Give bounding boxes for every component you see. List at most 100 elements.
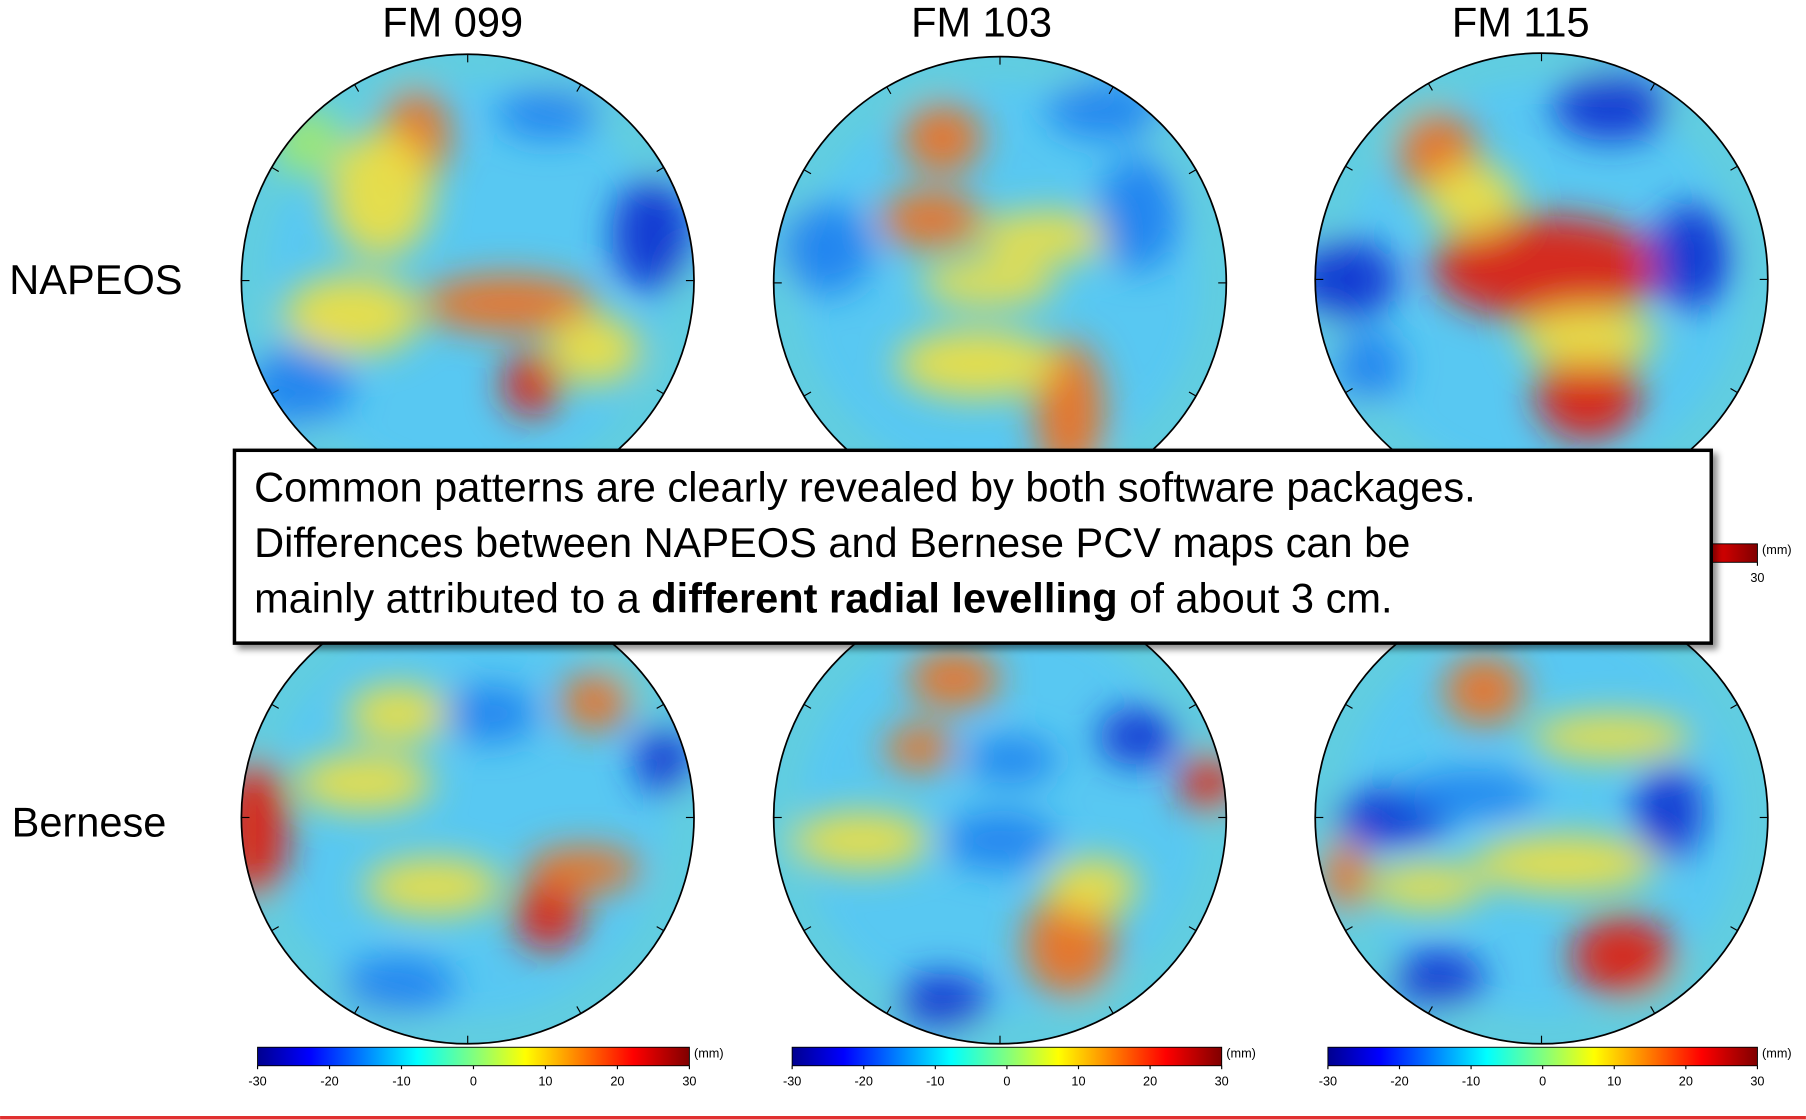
colorbar-tick-label: 30 xyxy=(1750,1074,1764,1088)
azimuth-tick xyxy=(271,926,279,932)
colorbar-tick-label: 0 xyxy=(470,1074,477,1088)
map-blob xyxy=(896,329,1058,399)
azimuth-tick xyxy=(354,84,360,92)
pcv-map xyxy=(773,56,1227,510)
map-blob xyxy=(976,211,1116,263)
map-blob xyxy=(1023,892,1116,997)
azimuth-tick xyxy=(271,389,279,395)
map-blob xyxy=(635,725,693,795)
map-blob xyxy=(1633,765,1704,858)
colorbar-tick-label: -10 xyxy=(1462,1074,1480,1088)
map-blob xyxy=(896,973,989,1032)
map-blob xyxy=(901,103,983,174)
pcv-map xyxy=(1315,53,1768,506)
azimuth-tick xyxy=(1730,388,1738,394)
colorbar-tick-label: 10 xyxy=(1071,1074,1085,1088)
callout-text: mainly attributed to a xyxy=(254,575,651,622)
azimuth-tick xyxy=(656,703,664,709)
pcv-map xyxy=(1315,591,1768,1044)
azimuth-tick xyxy=(1188,391,1197,397)
azimuth-tick xyxy=(1345,926,1353,932)
row-label: NAPEOS xyxy=(9,256,182,303)
map-blob xyxy=(241,759,289,899)
pcv-map xyxy=(241,591,695,1044)
azimuth-tick xyxy=(656,389,664,395)
map-blob xyxy=(421,274,595,333)
map-blob xyxy=(1570,915,1675,997)
row-label: Bernese xyxy=(12,799,167,846)
map-blob xyxy=(340,956,457,1014)
map-blob xyxy=(444,684,537,743)
azimuth-tick xyxy=(576,1006,582,1014)
map-blob xyxy=(919,259,1058,306)
colorbar-tick-label: 20 xyxy=(1679,1074,1693,1088)
azimuth-tick xyxy=(1730,165,1738,171)
map-blob xyxy=(248,344,353,425)
map-blob xyxy=(1443,655,1525,726)
map-blob xyxy=(548,315,641,385)
map-blob xyxy=(1178,753,1227,812)
map-blob xyxy=(1535,348,1640,442)
map-blob xyxy=(294,753,434,812)
map-blob xyxy=(1529,713,1692,760)
colorbar-tick-label: 30 xyxy=(1215,1074,1229,1088)
map-pattern xyxy=(773,591,1227,1044)
callout-emphasis: different radial levelling xyxy=(651,575,1117,622)
map-blob xyxy=(560,673,630,731)
azimuth-tick xyxy=(803,926,812,932)
colorbar-tick-label: 0 xyxy=(1003,1074,1010,1088)
colorbar-tick-label: 30 xyxy=(1750,571,1764,585)
colorbar-tick-label: 0 xyxy=(1539,1074,1546,1088)
colorbar-tick-label: -30 xyxy=(783,1074,801,1088)
column-title: FM 099 xyxy=(382,0,523,45)
azimuth-tick xyxy=(1345,703,1353,709)
map-blob xyxy=(780,202,873,295)
map-blob xyxy=(496,87,601,139)
map-blob xyxy=(363,857,503,916)
azimuth-tick xyxy=(1650,1006,1656,1014)
colorbar-unit: (mm) xyxy=(1762,543,1792,557)
map-blob xyxy=(1368,863,1484,910)
map-blob xyxy=(329,130,434,258)
map-blob xyxy=(907,650,1000,708)
pcv-map xyxy=(773,591,1227,1044)
map-blob xyxy=(612,176,693,293)
azimuth-tick xyxy=(656,166,664,172)
colorbar-tick-label: -20 xyxy=(855,1074,873,1088)
colorbar-tick-label: 30 xyxy=(682,1074,696,1088)
azimuth-tick xyxy=(1345,165,1353,171)
colorbar xyxy=(257,1046,690,1067)
azimuth-tick xyxy=(886,1006,892,1014)
colorbar xyxy=(1327,1046,1758,1067)
colorbar-unit: (mm) xyxy=(1762,1047,1792,1061)
azimuth-tick xyxy=(803,169,812,175)
colorbar-tick-label: -10 xyxy=(926,1074,944,1088)
azimuth-tick xyxy=(271,703,279,709)
colorbar xyxy=(791,1046,1223,1067)
azimuth-tick xyxy=(803,703,812,709)
callout xyxy=(232,448,1713,645)
azimuth-tick xyxy=(1108,86,1114,95)
pcv-maps xyxy=(240,52,1769,1045)
map-blob xyxy=(1333,331,1403,401)
azimuth-tick xyxy=(1188,926,1197,932)
map-blob xyxy=(1315,239,1398,320)
callout-box xyxy=(232,448,1713,645)
callout-line: Common patterns are clearly revealed by … xyxy=(254,464,1476,511)
map-blob xyxy=(1518,308,1657,367)
azimuth-tick xyxy=(1427,1006,1433,1014)
map-blob xyxy=(271,107,341,177)
map-blob xyxy=(1098,707,1179,766)
map-blob xyxy=(346,684,451,743)
colorbar-tick-label: -30 xyxy=(1319,1074,1337,1088)
map-blob xyxy=(1651,204,1733,309)
azimuth-tick xyxy=(1650,83,1656,91)
azimuth-tick xyxy=(271,166,279,172)
colorbar-tick-label: -20 xyxy=(1390,1074,1408,1088)
map-blob xyxy=(884,725,954,772)
colorbar-tick-label: 20 xyxy=(1143,1074,1157,1088)
azimuth-tick xyxy=(1188,169,1197,175)
pcv-map xyxy=(241,54,695,507)
azimuth-tick xyxy=(1345,388,1353,394)
